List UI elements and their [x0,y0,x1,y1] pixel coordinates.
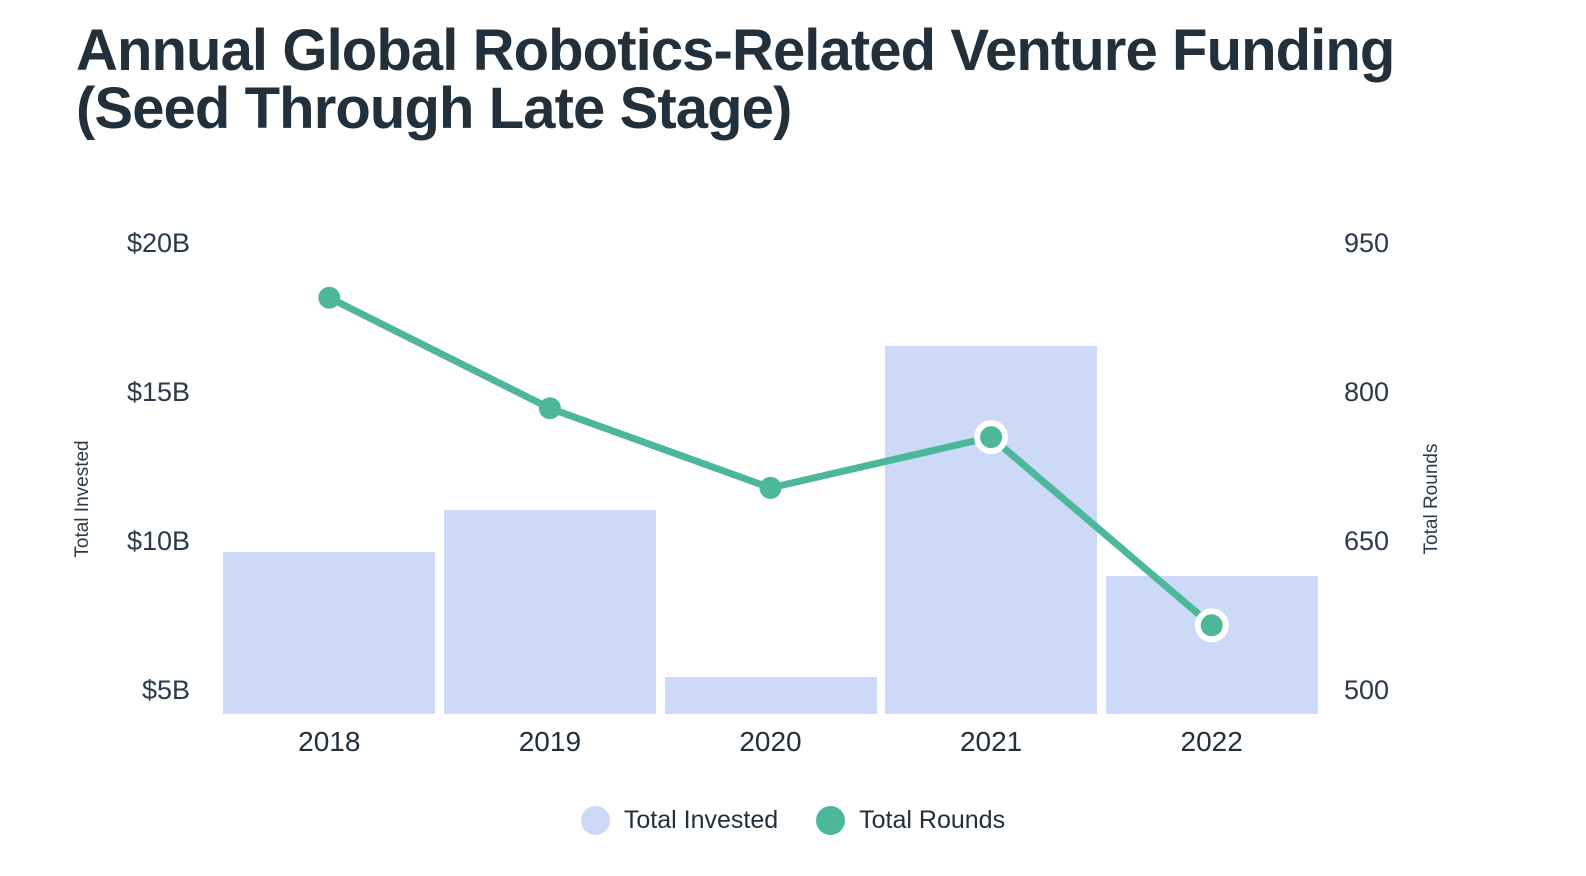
right-axis-tick-950: 950 [1344,228,1390,258]
legend-item-total-rounds[interactable]: Total Rounds [816,806,1005,835]
left-axis-tick-15b: $15B [126,377,190,407]
right-axis-tick-650: 650 [1344,526,1390,556]
total-rounds-marker-2018[interactable]: 896 [318,286,341,309]
left-axis-tick-10b: $10B [126,526,190,556]
bar-2021[interactable] [885,345,1098,714]
legend-item-total-invested[interactable]: Total Invested [580,806,779,835]
x-axis-label-2018: 2018 [298,726,361,757]
right-axis-title: Total Rounds [1421,443,1442,555]
circle-swatch-icon [580,806,610,835]
bar-2018[interactable] [223,551,436,714]
circle-swatch-icon [816,806,846,835]
bar-2020[interactable] [664,677,877,714]
x-axis-label-2020: 2020 [739,726,802,757]
bar-2019[interactable] [443,509,656,714]
bar-2022[interactable] [1105,575,1318,714]
legend-label-total-invested: Total Invested [623,806,779,834]
right-axis-tick-500: 500 [1344,675,1390,705]
total-rounds-marker-2019[interactable]: 785 [538,397,561,420]
x-axis-label-2021: 2021 [959,726,1023,757]
left-axis-tick-20b: $20B [126,228,190,258]
x-axis-label-2022: 2022 [1180,726,1243,757]
chart-legend: Total Invested Total Rounds [0,806,1586,835]
legend-label-total-rounds: Total Rounds [859,806,1006,834]
chart-title: Annual Global Robotics-Related Venture F… [76,18,1395,141]
left-axis-title: Total Invested [72,440,93,558]
right-axis-tick-800: 800 [1344,377,1390,407]
total-rounds-marker-2020[interactable]: 705 [759,476,782,499]
left-axis-tick-5b: $5B [141,675,190,705]
x-axis-label-2019: 2019 [518,726,582,757]
